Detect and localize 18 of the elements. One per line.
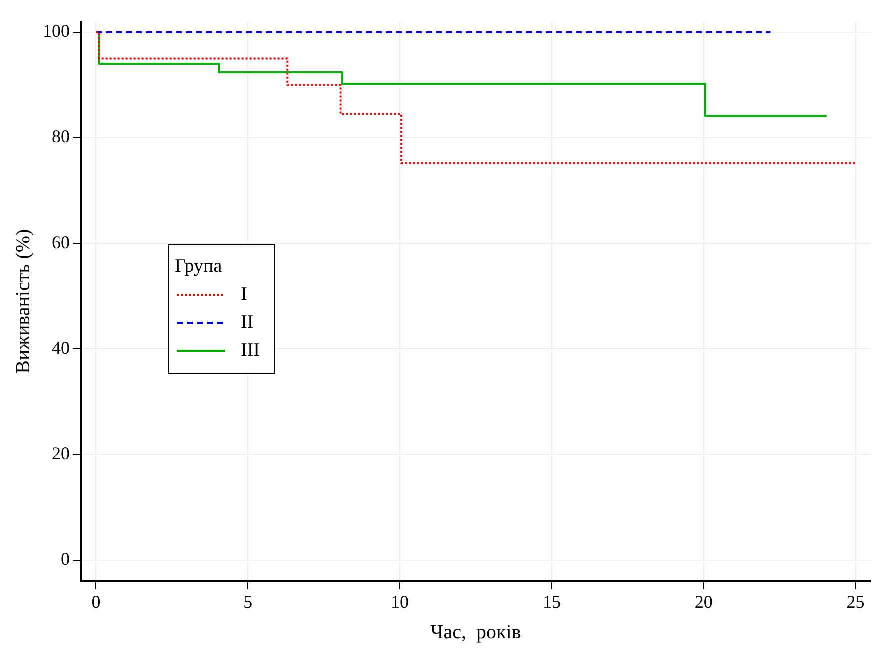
legend-title: Група bbox=[175, 255, 224, 279]
x-tick-label: 10 bbox=[391, 592, 410, 612]
y-tick-label: 40 bbox=[52, 338, 70, 358]
x-tick-label: 20 bbox=[694, 592, 713, 612]
y-tick-label: 100 bbox=[43, 21, 70, 42]
x-axis-title: Час, років bbox=[430, 621, 522, 644]
x-tick-label: 25 bbox=[846, 592, 865, 612]
legend-label: I bbox=[241, 283, 248, 307]
y-tick-label: 80 bbox=[52, 126, 70, 147]
x-tick-label: 5 bbox=[244, 592, 253, 612]
y-tick-label: 0 bbox=[61, 549, 70, 570]
x-tick-label: 15 bbox=[542, 592, 561, 612]
y-tick-label: 60 bbox=[52, 232, 70, 252]
y-tick-label: 20 bbox=[52, 443, 70, 464]
x-tick-label: 0 bbox=[92, 592, 101, 612]
legend-label: III bbox=[241, 339, 260, 363]
legend-label: II bbox=[241, 311, 254, 335]
y-axis-title: Виживаність (%) bbox=[12, 229, 34, 374]
